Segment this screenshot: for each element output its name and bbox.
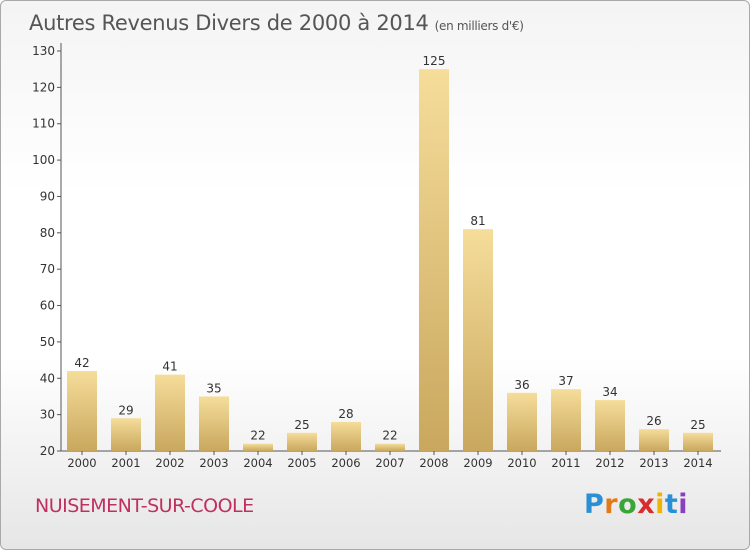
- x-tick-label: 2006: [331, 456, 360, 470]
- x-tick-label: 2011: [551, 456, 580, 470]
- y-tick-label: 40: [40, 371, 55, 385]
- bar: [639, 429, 669, 451]
- x-tick-label: 2002: [155, 456, 184, 470]
- data-label: 81: [470, 214, 485, 228]
- data-label: 28: [338, 407, 353, 421]
- place-name: NUISEMENT-SUR-COOLE: [35, 495, 254, 517]
- bar: [595, 400, 625, 451]
- bar: [375, 443, 405, 451]
- data-label: 22: [382, 429, 397, 443]
- x-tick-label: 2005: [287, 456, 316, 470]
- x-tick-label: 2000: [67, 456, 96, 470]
- x-tick-label: 2014: [683, 456, 712, 470]
- x-tick-label: 2001: [111, 456, 140, 470]
- bar: [463, 229, 493, 451]
- bar: [155, 374, 185, 451]
- x-tick-label: 2008: [419, 456, 448, 470]
- data-label: 41: [162, 360, 177, 374]
- bar: [683, 432, 713, 451]
- chart-title: Autres Revenus Divers de 2000 à 2014 (en …: [29, 11, 524, 35]
- y-tick-label: 100: [32, 153, 55, 167]
- data-label: 25: [690, 418, 705, 432]
- y-tick-label: 90: [40, 189, 55, 203]
- proxiti-logo: Proxiti: [584, 489, 689, 520]
- bar: [243, 443, 273, 451]
- y-tick-label: 20: [40, 444, 55, 458]
- data-label: 42: [74, 356, 89, 370]
- y-tick-label: 60: [40, 299, 55, 313]
- bar: [507, 392, 537, 451]
- x-tick-label: 2009: [463, 456, 492, 470]
- y-tick-label: 50: [40, 335, 55, 349]
- x-tick-label: 2010: [507, 456, 536, 470]
- bar: [199, 396, 229, 451]
- y-tick-label: 30: [40, 408, 55, 422]
- x-tick-label: 2012: [595, 456, 624, 470]
- data-label: 22: [250, 429, 265, 443]
- title-unit: (en milliers d'€): [434, 19, 524, 33]
- bar: [287, 432, 317, 451]
- x-tick-label: 2013: [639, 456, 668, 470]
- data-label: 125: [423, 54, 446, 68]
- x-tick-label: 2004: [243, 456, 272, 470]
- bar: [331, 421, 361, 451]
- bar: [419, 69, 449, 451]
- y-tick-label: 120: [32, 80, 55, 94]
- data-label: 35: [206, 381, 221, 395]
- y-tick-label: 70: [40, 262, 55, 276]
- y-tick-label: 110: [32, 117, 55, 131]
- data-label: 26: [646, 414, 661, 428]
- data-label: 25: [294, 418, 309, 432]
- x-tick-label: 2003: [199, 456, 228, 470]
- data-label: 37: [558, 374, 573, 388]
- data-label: 29: [118, 403, 133, 417]
- y-tick-label: 80: [40, 226, 55, 240]
- bar: [111, 418, 141, 451]
- title-text: Autres Revenus Divers de 2000 à 2014: [29, 11, 429, 35]
- data-label: 34: [602, 385, 617, 399]
- data-label: 36: [514, 378, 529, 392]
- bar: [551, 389, 581, 451]
- y-tick-label: 130: [32, 44, 55, 58]
- x-tick-label: 2007: [375, 456, 404, 470]
- bar: [67, 371, 97, 451]
